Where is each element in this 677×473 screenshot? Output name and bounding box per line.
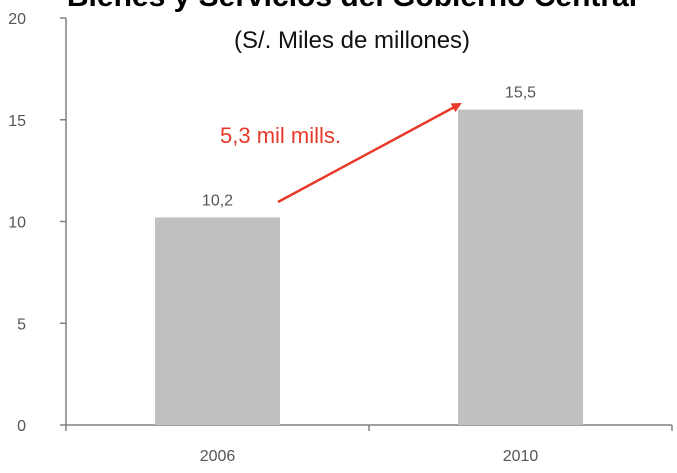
chart-title: Bienes y Servicios del Gobierno Central <box>67 0 637 13</box>
difference-annotation: 5,3 mil mills. <box>220 102 462 204</box>
x-tick-label: 2010 <box>503 448 539 465</box>
y-tick-label: 10 <box>8 215 26 232</box>
chart-subtitle: (S/. Miles de millones) <box>234 27 470 54</box>
bar <box>155 217 280 425</box>
bar <box>458 109 583 425</box>
x-axis: 2006 2010 <box>65 424 673 465</box>
bar-data-label: 10,2 <box>202 192 233 209</box>
difference-annotation-label: 5,3 mil mills. <box>220 123 341 148</box>
data-labels-group: 10,2 15,5 <box>202 85 536 210</box>
y-tick-label: 0 <box>17 418 26 435</box>
difference-arrow <box>277 102 462 204</box>
bars-group <box>155 109 583 425</box>
y-tick-label: 5 <box>17 316 26 333</box>
y-tick-label: 20 <box>8 11 26 28</box>
y-axis: 0 5 10 15 20 <box>8 11 67 435</box>
x-tick-label: 2006 <box>200 448 236 465</box>
bar-data-label: 15,5 <box>505 85 536 102</box>
y-tick-label: 15 <box>8 113 26 130</box>
